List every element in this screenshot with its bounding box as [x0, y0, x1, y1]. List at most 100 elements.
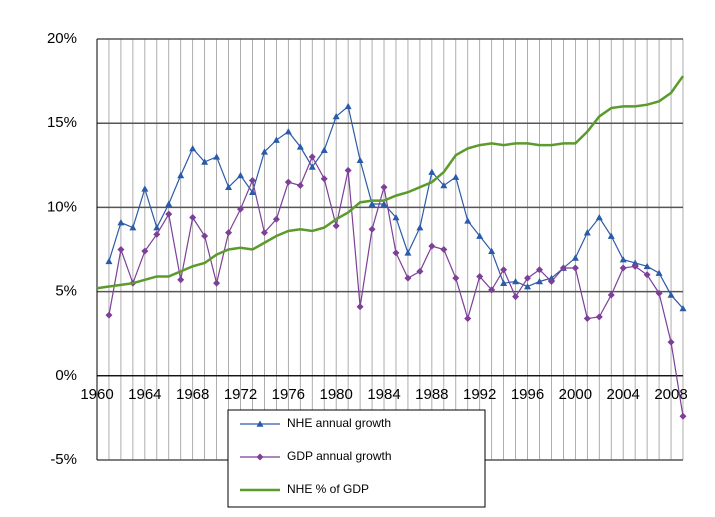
data-point: [153, 224, 161, 231]
x-tick-label: 1980: [319, 386, 352, 403]
data-point: [380, 183, 388, 191]
series-line: [96, 75, 685, 290]
data-point: [607, 232, 615, 239]
y-tick-label: 15%: [47, 114, 77, 131]
x-tick-label: 1972: [224, 386, 257, 403]
data-point: [392, 249, 400, 257]
data-point: [296, 143, 304, 150]
data-point: [440, 182, 448, 189]
data-point: [296, 182, 304, 190]
data-point: [667, 338, 675, 346]
data-point: [141, 185, 149, 192]
data-point: [655, 289, 663, 297]
data-point: [320, 146, 328, 153]
y-tick-label: 20%: [47, 30, 77, 47]
data-point: [272, 215, 280, 223]
data-point: [189, 144, 197, 152]
data-point: [368, 225, 376, 233]
data-point: [213, 153, 221, 160]
x-tick-label: 1976: [272, 386, 305, 403]
data-point: [619, 256, 627, 263]
data-point: [571, 254, 579, 261]
data-point: [225, 183, 233, 190]
data-point: [583, 229, 591, 236]
data-point: [452, 274, 460, 282]
y-tick-label: 0%: [55, 367, 77, 384]
data-point: [105, 257, 113, 265]
data-point: [201, 158, 209, 165]
data-point: [583, 315, 591, 323]
data-point: [368, 200, 376, 207]
data-point: [189, 214, 197, 222]
data-point: [272, 136, 280, 143]
x-tick-label: 1988: [415, 386, 448, 403]
data-point: [452, 173, 460, 180]
data-point: [117, 219, 125, 226]
data-point: [595, 214, 603, 221]
data-point: [524, 283, 532, 290]
x-tick-label: 1968: [176, 386, 209, 403]
data-point: [201, 232, 209, 240]
data-point: [440, 246, 448, 253]
data-point: [248, 176, 256, 184]
data-point: [248, 188, 256, 196]
data-point: [512, 293, 520, 301]
data-point: [356, 303, 364, 311]
data-point: [488, 247, 496, 254]
data-point: [308, 163, 316, 170]
data-point: [153, 230, 161, 238]
data-point: [225, 229, 233, 237]
data-point: [559, 264, 567, 272]
x-tick-label: 1992: [463, 386, 496, 403]
data-point: [500, 266, 508, 274]
data-point: [117, 246, 125, 253]
x-tick-label: 1996: [511, 386, 544, 403]
data-point: [308, 153, 316, 161]
data-point: [428, 242, 436, 250]
data-point: [667, 291, 675, 298]
data-point: [428, 168, 436, 175]
data-point: [380, 200, 388, 207]
data-point: [535, 277, 543, 285]
data-point: [213, 279, 221, 287]
data-point: [332, 222, 340, 230]
data-point: [284, 178, 292, 186]
data-point: [631, 259, 639, 266]
data-point: [105, 311, 113, 319]
data-point: [344, 166, 352, 174]
x-tick-label: 2000: [559, 386, 592, 403]
data-point: [177, 276, 185, 284]
data-point: [404, 249, 412, 256]
data-point: [416, 267, 424, 275]
legend: NHE annual growth GDP annual growth NHE % …: [227, 409, 486, 508]
legend-label: NHE % of GDP: [287, 482, 369, 496]
data-point: [595, 313, 603, 321]
data-point: [476, 272, 484, 280]
data-point: [643, 262, 651, 270]
data-point: [476, 232, 484, 239]
data-point: [332, 112, 340, 120]
data-point: [320, 175, 328, 183]
data-point: [512, 277, 520, 285]
data-point: [237, 171, 245, 179]
legend-label: GDP annual growth: [287, 449, 392, 463]
data-point: [631, 262, 639, 270]
data-point: [547, 277, 555, 285]
data-point: [416, 224, 424, 231]
y-tick-label: 5%: [55, 283, 77, 300]
legend-label: NHE annual growth: [287, 416, 391, 430]
data-point: [260, 148, 268, 155]
data-point: [404, 274, 412, 282]
data-point: [165, 210, 173, 218]
data-point: [464, 217, 472, 224]
x-tick-label: 1960: [80, 386, 113, 403]
data-point: [524, 274, 532, 282]
data-point: [619, 264, 627, 272]
data-point: [607, 291, 615, 299]
x-tick-label: 1984: [367, 386, 400, 403]
data-point: [488, 286, 496, 294]
data-point: [260, 229, 268, 237]
data-point: [141, 247, 149, 255]
y-tick-label: -5%: [50, 451, 77, 468]
